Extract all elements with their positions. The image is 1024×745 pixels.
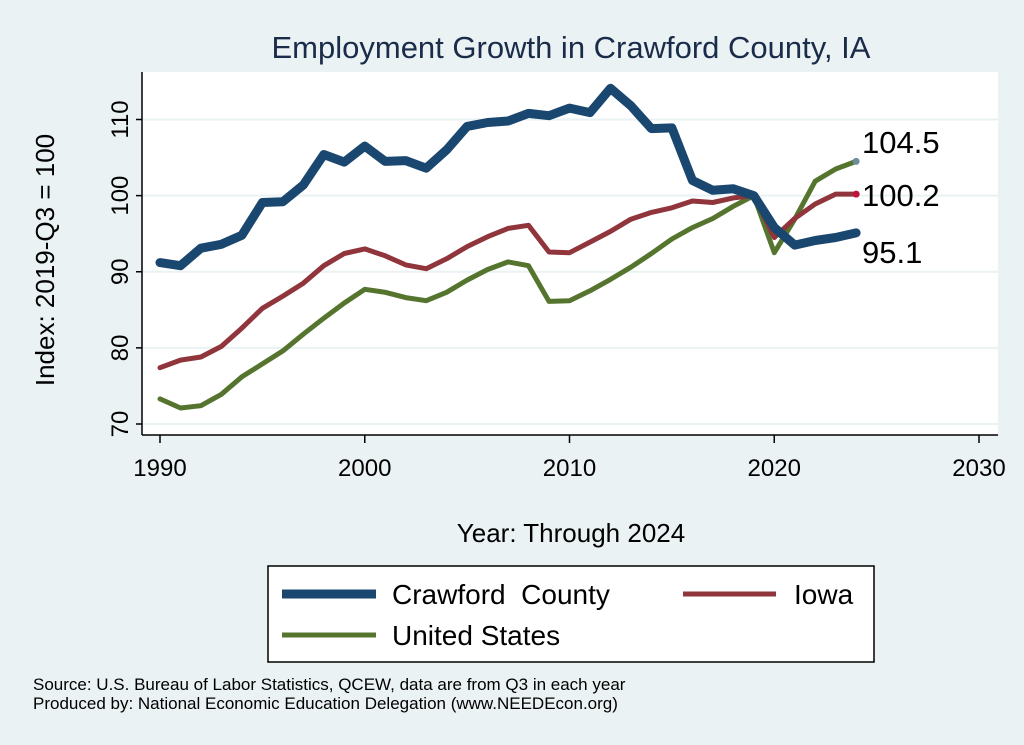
legend: Crawford County Iowa United States (267, 565, 875, 663)
series-line-1 (157, 191, 859, 371)
x-tick-label: 2030 (952, 455, 1005, 482)
x-tick-label: 1990 (133, 455, 186, 482)
end-point-1 (852, 190, 860, 198)
y-axis-title: Index: 2019-Q3 = 100 (30, 134, 60, 386)
y-tick-label: 110 (107, 100, 134, 138)
chart-title: Employment Growth in Crawford County, IA (272, 30, 871, 65)
series-line-2 (157, 158, 859, 411)
x-tick-label: 2000 (338, 455, 391, 482)
axes: 70 80 90 100 110 1990 2000 2010 2020 2030 (107, 72, 1006, 482)
x-tick-label: 2010 (543, 455, 596, 482)
series-lines (155, 83, 861, 411)
end-label-2: 104.5 (862, 125, 940, 160)
y-tick-label: 80 (107, 335, 134, 362)
legend-label-1: Iowa (794, 579, 854, 610)
source-note: Source: U.S. Bureau of Labor Statistics,… (33, 675, 626, 694)
legend-box (267, 565, 875, 663)
end-labels: 95.1 100.2 104.5 (852, 125, 940, 270)
end-point-2 (852, 157, 860, 165)
end-point-0 (852, 229, 860, 237)
producer-note: Produced by: National Economic Education… (33, 694, 618, 713)
y-tick-label: 70 (107, 411, 134, 438)
y-tick-label: 100 (107, 176, 134, 216)
x-axis-title: Year: Through 2024 (457, 518, 685, 548)
end-label-0: 95.1 (862, 235, 922, 270)
series-line-0 (155, 83, 861, 271)
end-label-1: 100.2 (862, 178, 940, 213)
y-tick-label: 90 (107, 258, 134, 285)
legend-label-0: Crawford County (392, 579, 610, 610)
x-tick-label: 2020 (748, 455, 801, 482)
legend-label-2: United States (392, 620, 560, 651)
